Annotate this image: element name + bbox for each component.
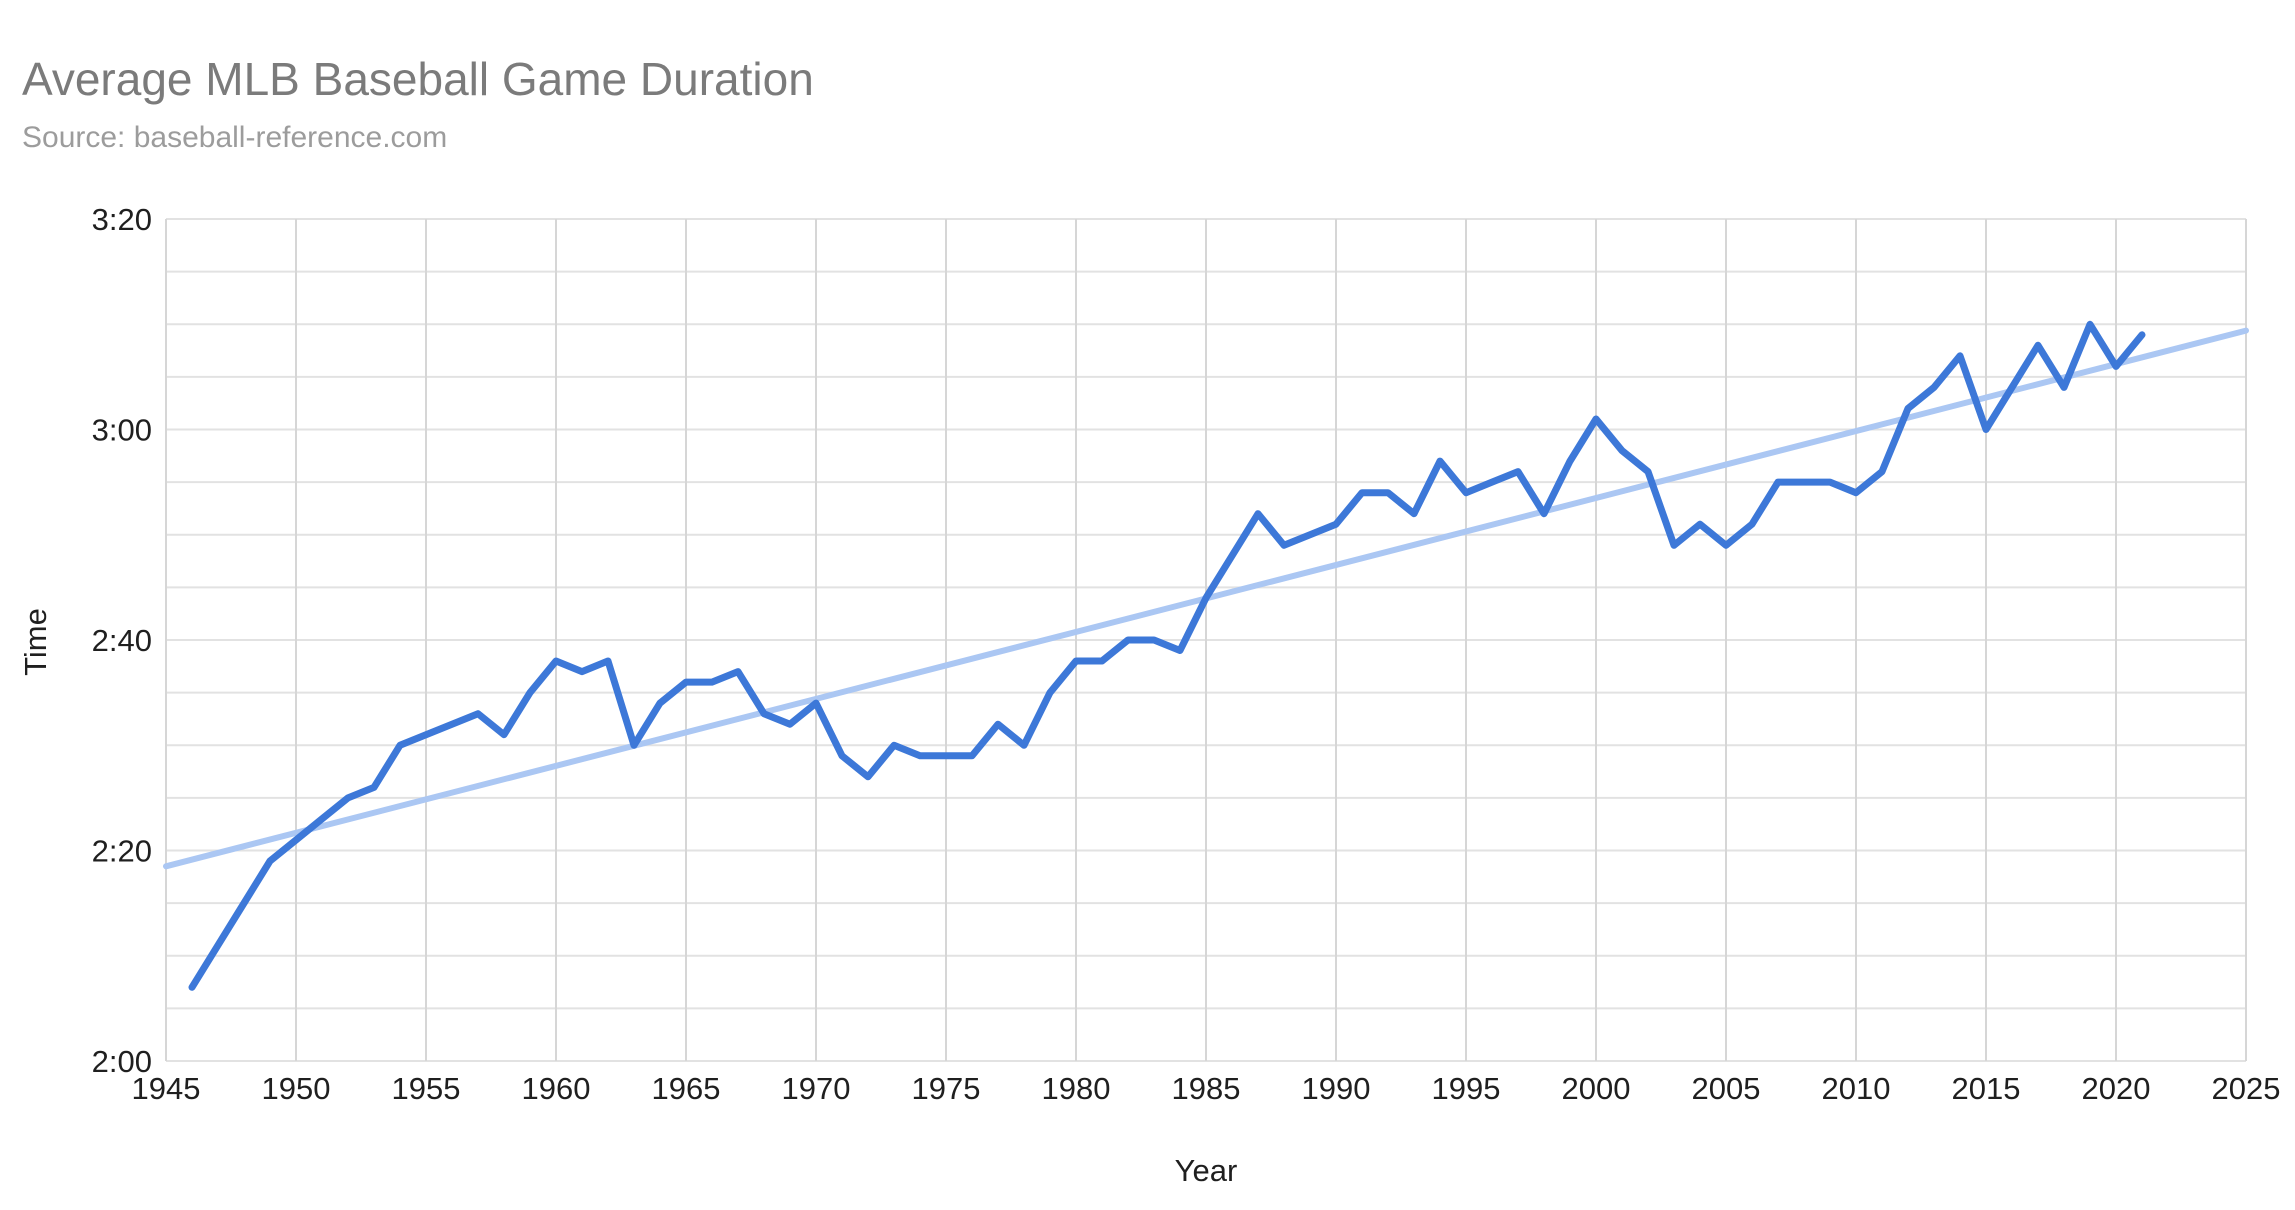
x-tick-label: 2020 [2082, 1071, 2151, 1106]
x-tick-label: 1990 [1302, 1071, 1371, 1106]
x-tick-label: 1950 [262, 1071, 331, 1106]
x-tick-label: 1965 [652, 1071, 721, 1106]
x-tick-label: 1980 [1042, 1071, 1111, 1106]
x-tick-label: 1955 [392, 1071, 461, 1106]
x-tick-label: 2000 [1562, 1071, 1631, 1106]
chart-subtitle: Source: baseball-reference.com [22, 121, 448, 154]
x-tick-label: 1945 [132, 1071, 201, 1106]
y-tick-label: 2:00 [92, 1044, 152, 1079]
y-tick-label: 3:00 [92, 413, 152, 448]
x-tick-label: 2025 [2212, 1071, 2281, 1106]
chart-title: Average MLB Baseball Game Duration [22, 53, 814, 105]
y-tick-label: 3:20 [92, 202, 152, 237]
duration-line [188, 320, 2146, 991]
y-axis-title: Time [18, 608, 53, 676]
x-tick-label: 1960 [522, 1071, 591, 1106]
x-tick-label: 1985 [1172, 1071, 1241, 1106]
y-tick-label: 2:20 [92, 834, 152, 869]
x-tick-label: 1995 [1432, 1071, 1501, 1106]
x-tick-label: 2010 [1822, 1071, 1891, 1106]
x-tick-label: 2005 [1692, 1071, 1761, 1106]
x-tick-label: 2015 [1952, 1071, 2021, 1106]
x-axis-title: Year [1174, 1153, 1238, 1188]
x-tick-label: 1975 [912, 1071, 981, 1106]
y-tick-label: 2:40 [92, 623, 152, 658]
x-tick-label: 1970 [782, 1071, 851, 1106]
